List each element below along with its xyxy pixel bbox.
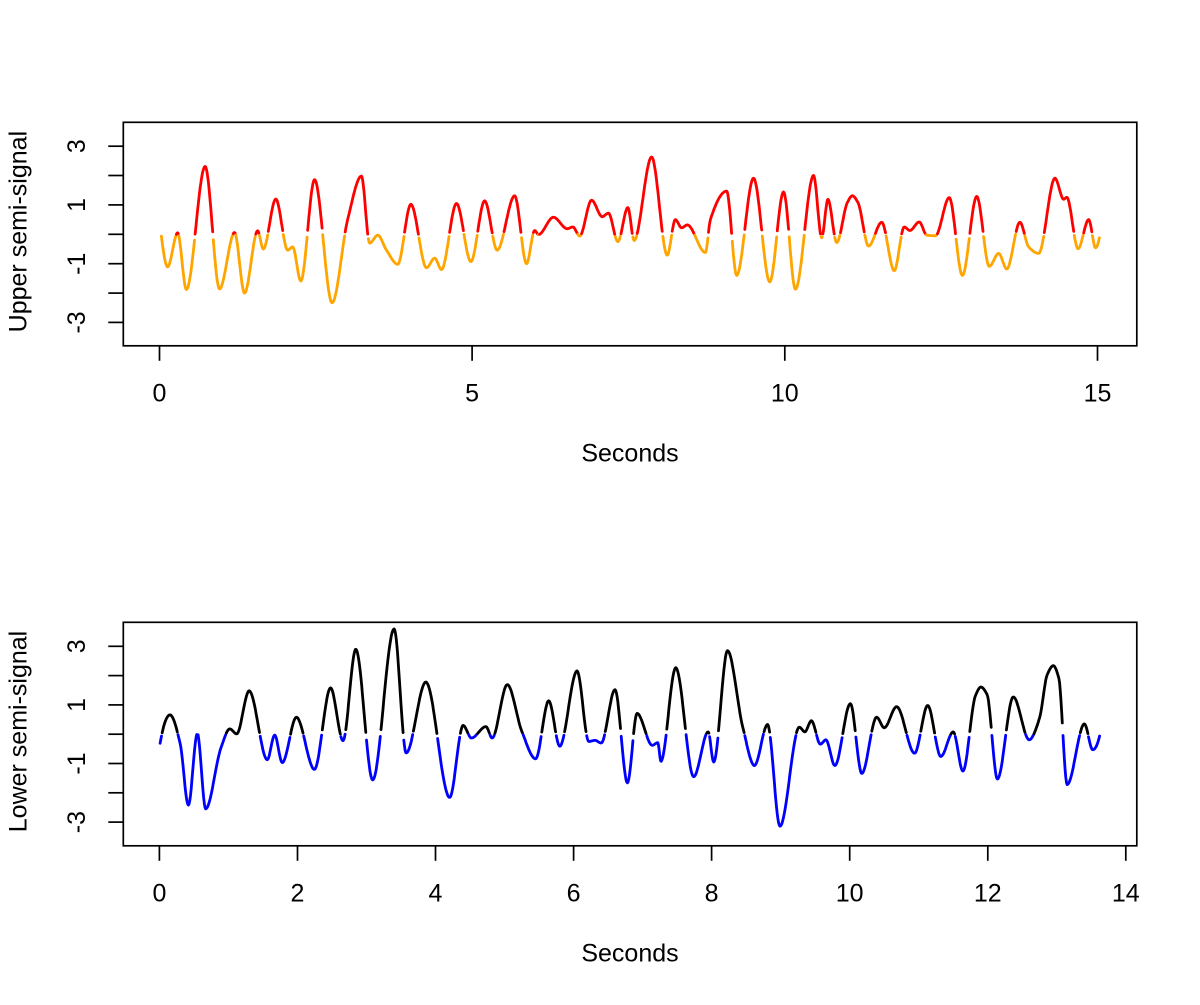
svg-text:10: 10 [836, 879, 864, 907]
svg-text:1: 1 [63, 198, 91, 212]
svg-text:8: 8 [705, 879, 719, 907]
svg-text:3: 3 [63, 639, 91, 653]
svg-text:Seconds: Seconds [581, 439, 678, 467]
svg-text:Lower semi-signal: Lower semi-signal [5, 631, 33, 832]
svg-text:0: 0 [153, 379, 167, 407]
svg-text:Seconds: Seconds [581, 939, 678, 967]
svg-text:0: 0 [152, 879, 166, 907]
svg-text:-3: -3 [63, 311, 91, 333]
svg-text:4: 4 [429, 879, 443, 907]
svg-text:2: 2 [291, 879, 305, 907]
svg-text:6: 6 [567, 879, 581, 907]
svg-text:-1: -1 [63, 253, 91, 275]
svg-text:Upper semi-signal: Upper semi-signal [5, 131, 33, 332]
svg-text:12: 12 [974, 879, 1002, 907]
svg-text:1: 1 [63, 698, 91, 712]
svg-text:14: 14 [1112, 879, 1140, 907]
svg-text:15: 15 [1084, 379, 1112, 407]
svg-text:-3: -3 [63, 811, 91, 833]
svg-text:-1: -1 [63, 752, 91, 774]
svg-text:10: 10 [771, 379, 799, 407]
svg-text:5: 5 [465, 379, 479, 407]
svg-text:3: 3 [63, 139, 91, 153]
